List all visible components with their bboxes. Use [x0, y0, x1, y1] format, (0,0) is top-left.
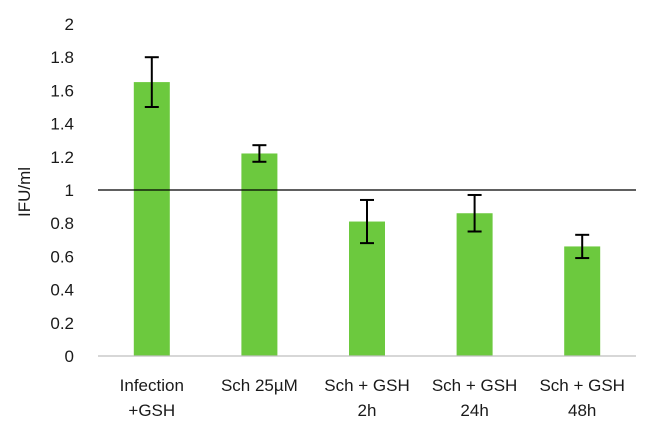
y-tick-label: 1: [65, 181, 74, 200]
x-category-label: +GSH: [128, 401, 175, 420]
x-category-label: Sch + GSH: [432, 376, 518, 395]
error-bars: [144, 56, 590, 260]
bar: [241, 153, 278, 356]
bars: [133, 82, 601, 356]
y-tick-label: 0.8: [50, 214, 74, 233]
error-bar: [144, 56, 159, 108]
y-tick-label: 1.4: [50, 115, 74, 134]
x-category-label: 24h: [460, 401, 488, 420]
y-tick-label: 0.2: [50, 314, 74, 333]
y-axis-ticks: 0 0.2 0.4 0.6 0.8 1 1.2 1.4 1.6 1.8 2: [50, 15, 74, 366]
y-tick-label: 1.8: [50, 48, 74, 67]
error-bar: [575, 233, 590, 260]
bar: [456, 213, 493, 356]
y-tick-label: 1.2: [50, 148, 74, 167]
bar: [133, 82, 170, 356]
x-category-label: Sch 25µM: [221, 376, 298, 395]
x-category-label: Sch + GSH: [324, 376, 410, 395]
y-tick-label: 0.6: [50, 247, 74, 266]
x-axis-category-labels: Infection +GSH Sch 25µM Sch + GSH 2h Sch + GS…: [120, 376, 625, 420]
x-category-label: 2h: [358, 401, 377, 420]
x-category-label: Infection: [120, 376, 184, 395]
y-tick-label: 0.4: [50, 281, 74, 300]
y-tick-label: 2: [65, 15, 74, 34]
y-tick-label: 0: [65, 347, 74, 366]
x-category-label: Sch + GSH: [539, 376, 625, 395]
y-tick-label: 1.6: [50, 81, 74, 100]
x-category-label: 48h: [568, 401, 596, 420]
error-bar: [467, 193, 482, 233]
error-bar: [360, 198, 374, 245]
bar: [564, 246, 601, 356]
y-axis-title: IFU/ml: [15, 167, 34, 217]
error-bar: [252, 144, 267, 163]
